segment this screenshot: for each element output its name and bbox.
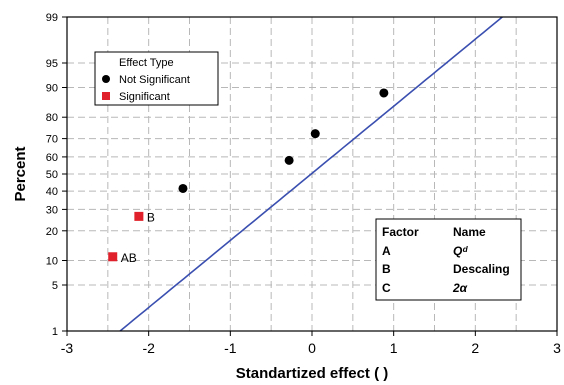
- x-tick-label: -2: [142, 340, 155, 356]
- point-significant: [108, 252, 118, 262]
- y-tick-label: 95: [46, 58, 58, 70]
- x-tick-label: -3: [61, 340, 74, 356]
- legend-label-significant: Significant: [119, 91, 170, 103]
- x-tick-label: 2: [471, 340, 479, 356]
- x-tick-label: -1: [224, 340, 237, 356]
- point-not-significant: [284, 155, 294, 165]
- point-label: AB: [121, 251, 137, 265]
- y-tick-label: 90: [46, 83, 58, 95]
- factor-table-row-b-factor: B: [382, 262, 391, 276]
- data-points: B AB: [108, 88, 389, 265]
- factor-table: Factor Name A Qᵈ B Descaling C 2α: [375, 218, 522, 301]
- factor-table-header-factor: Factor: [382, 225, 419, 239]
- point-significant: [134, 211, 144, 221]
- y-tick-label: 80: [46, 112, 58, 124]
- x-tick-label: 0: [308, 340, 316, 356]
- point-not-significant: [178, 183, 188, 193]
- y-tick-label: 5: [52, 280, 58, 292]
- y-tick-label: 99: [46, 12, 58, 24]
- factor-table-row-a-name: Qᵈ: [453, 244, 468, 258]
- factor-table-row-a-factor: A: [382, 244, 391, 258]
- legend: Effect Type Not Significant Significant: [94, 51, 219, 106]
- factor-table-box: [375, 218, 522, 301]
- y-tick-label: 20: [46, 226, 58, 238]
- y-tick-label: 1: [52, 326, 58, 338]
- y-tick-label: 30: [46, 204, 58, 216]
- legend-marker-significant: [102, 92, 110, 100]
- factor-table-row-c-name: 2α: [452, 281, 468, 295]
- factor-table-header-name: Name: [453, 225, 486, 239]
- grid: [67, 17, 557, 331]
- y-tick-label: 60: [46, 152, 58, 164]
- factor-table-row-b-name: Descaling: [453, 262, 510, 276]
- x-tick-label: 1: [390, 340, 398, 356]
- x-tick-label: 3: [553, 340, 561, 356]
- axes: -3 -2 -1 0 1 2 3 1 5 10 20 30 40 50 60 70 80 90 95 99: [46, 12, 561, 356]
- point-not-significant: [310, 129, 320, 139]
- y-tick-label: 40: [46, 186, 58, 198]
- legend-label-not-significant: Not Significant: [119, 74, 190, 86]
- point-label: B: [147, 210, 155, 224]
- point-not-significant: [379, 88, 389, 98]
- y-tick-label: 70: [46, 134, 58, 146]
- reference-line: [119, 16, 503, 332]
- y-tick-label: 10: [46, 255, 58, 267]
- y-axis-label: Percent: [12, 146, 29, 201]
- reference-line-group: [119, 16, 503, 332]
- legend-box: [94, 51, 219, 106]
- x-axis-label: Standartized effect ( ): [236, 365, 389, 382]
- legend-marker-not-significant: [102, 75, 110, 83]
- y-tick-label: 50: [46, 169, 58, 181]
- factor-table-row-c-factor: C: [382, 281, 391, 295]
- legend-title: Effect Type: [119, 57, 174, 69]
